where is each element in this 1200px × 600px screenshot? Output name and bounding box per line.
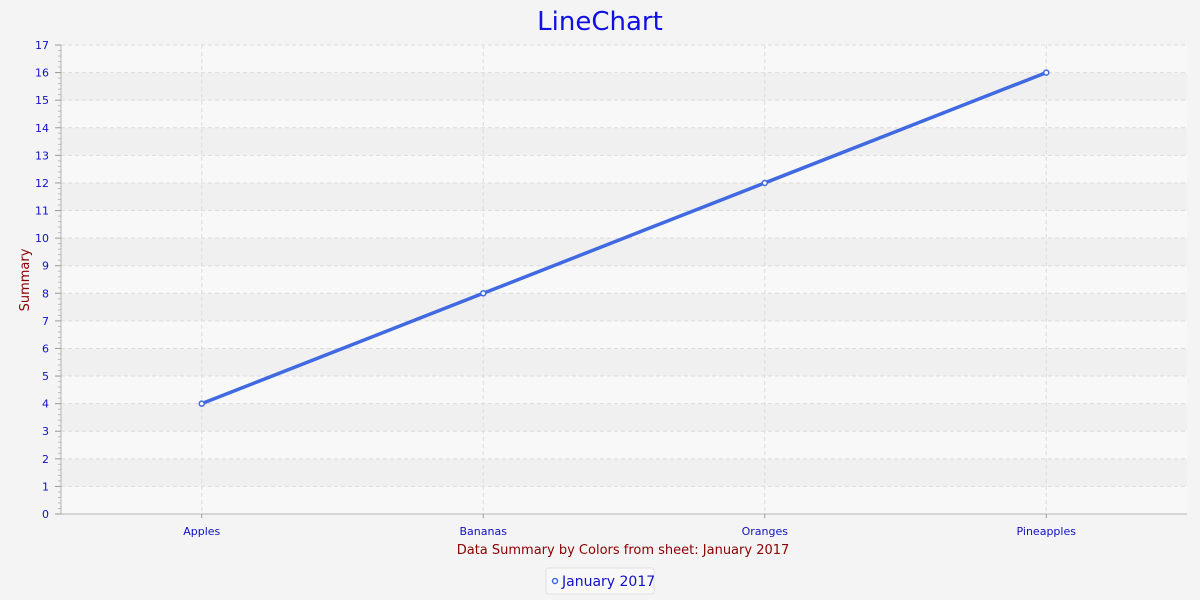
y-tick-label: 4	[42, 398, 49, 411]
y-tick-label: 3	[42, 425, 49, 438]
grid-band	[61, 458, 1187, 487]
grid-band	[61, 403, 1187, 432]
y-tick-label: 11	[35, 205, 49, 218]
x-tick-label: Apples	[183, 525, 220, 538]
legend-marker	[551, 577, 559, 585]
data-point	[480, 290, 487, 297]
y-tick-label: 1	[42, 480, 49, 493]
y-axis-label: Summary	[18, 248, 33, 311]
grid-band	[61, 348, 1187, 377]
grid-band	[61, 320, 1187, 349]
grid-band	[61, 486, 1187, 514]
data-point	[198, 400, 205, 407]
y-tick-label: 9	[42, 260, 49, 273]
data-point	[761, 179, 768, 187]
grid-band	[61, 293, 1187, 321]
grid-band	[61, 127, 1187, 156]
y-tick-label: 10	[35, 232, 49, 245]
y-tick-label: 6	[42, 342, 49, 355]
grid-band	[61, 182, 1187, 211]
x-tick-label: Bananas	[460, 525, 508, 538]
legend-label: January 2017	[561, 574, 655, 590]
y-tick-label: 7	[42, 315, 49, 328]
grid-band	[61, 265, 1187, 294]
legend: January 2017	[545, 567, 655, 595]
grid-band	[61, 238, 1187, 266]
grid-band	[61, 155, 1187, 183]
y-tick-label: 17	[35, 39, 49, 52]
grid-band	[61, 45, 1187, 73]
y-tick-label: 8	[42, 287, 49, 300]
y-tick-label: 15	[35, 94, 49, 107]
y-tick-label: 13	[35, 149, 49, 162]
grid-band	[61, 72, 1187, 101]
y-tick-label: 12	[35, 177, 49, 190]
legend-box	[545, 567, 655, 595]
grid-band	[61, 210, 1187, 239]
y-tick-label: 5	[42, 370, 49, 383]
x-axis-label: Data Summary by Colors from sheet: Janua…	[457, 543, 790, 558]
x-tick-label: Pineapples	[1017, 525, 1077, 538]
x-tick-label: Oranges	[742, 525, 789, 538]
grid-band	[61, 431, 1187, 459]
grid-band	[61, 100, 1187, 128]
chart-title: LineChart	[537, 7, 663, 37]
y-tick-label: 2	[42, 453, 49, 466]
y-tick-label: 16	[35, 67, 49, 80]
y-tick-label: 0	[42, 508, 49, 521]
grid-band	[61, 376, 1187, 404]
y-tick-label: 14	[35, 122, 49, 135]
series-line	[200, 70, 1048, 406]
data-point	[1043, 69, 1050, 76]
